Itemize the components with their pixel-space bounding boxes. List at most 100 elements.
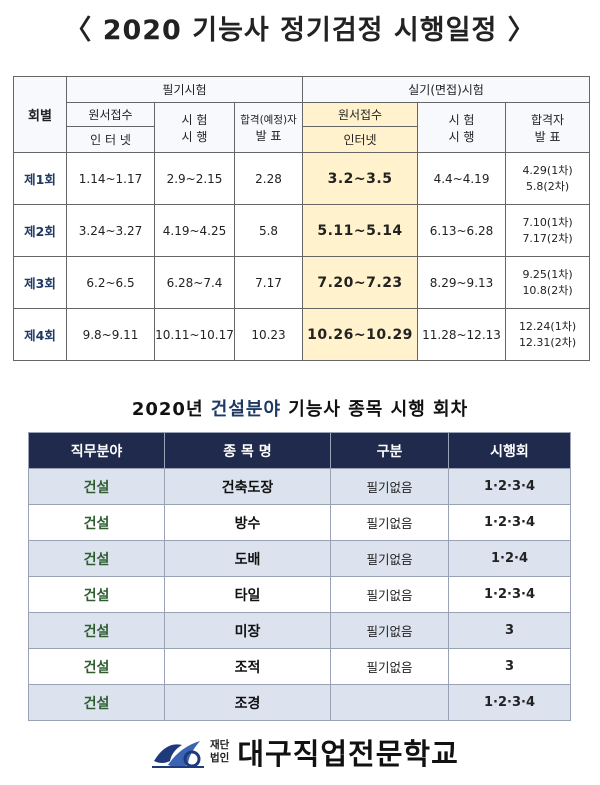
table-row: 건설 미장 필기없음 3 <box>28 612 571 649</box>
result-first: 4.29(1차) <box>522 163 573 177</box>
table-row: 제2회 3.24~3.27 4.19~4.25 5.8 5.11~5.14 6.… <box>13 204 591 257</box>
type-cell: 필기없음 <box>330 504 449 541</box>
school-name: 대구직업전문학교 <box>237 737 459 771</box>
practical-apply-cell: 7.20~7.23 <box>302 256 419 309</box>
written-exam-date-header-line1: 시 험 <box>181 112 208 127</box>
round-cell: 제4회 <box>13 308 67 361</box>
practical-apply-header: 원서접수 <box>302 102 419 127</box>
table-row: 제1회 1.14~1.17 2.9~2.15 2.28 3.2~3.5 4.4~… <box>13 152 591 205</box>
col-header-field: 직무분야 <box>28 432 165 469</box>
rounds-cell: 3 <box>448 648 571 685</box>
result-second: 10.8(2차) <box>522 283 573 297</box>
written-result-cell: 2.28 <box>233 152 304 205</box>
practical-exam-date-header-line2: 시 행 <box>448 129 475 144</box>
type-cell: 필기없음 <box>330 576 449 613</box>
practical-result-cell: 7.10(1차) 7.17(2차) <box>505 204 591 257</box>
written-apply-cell: 9.8~9.11 <box>66 308 155 361</box>
round-cell: 제2회 <box>13 204 67 257</box>
practical-exam-date-header: 시 험 시 행 <box>417 102 507 153</box>
trade-name-cell: 조적 <box>164 648 331 685</box>
practical-exam-cell: 6.13~6.28 <box>417 204 507 257</box>
practical-result-cell: 12.24(1차) 12.31(2차) <box>505 308 591 361</box>
section-title-post: 기능사 종목 시행 회차 <box>281 399 469 420</box>
field-cell: 건설 <box>28 648 165 685</box>
practical-exam-cell: 4.4~4.19 <box>417 152 507 205</box>
practical-result-header: 합격자 발 표 <box>505 102 591 153</box>
type-cell <box>330 684 449 721</box>
trade-name-cell: 타일 <box>164 576 331 613</box>
rounds-cell: 1·2·3·4 <box>448 576 571 613</box>
type-cell: 필기없음 <box>330 648 449 685</box>
result-first: 7.10(1차) <box>522 215 573 229</box>
trade-name-cell: 조경 <box>164 684 331 721</box>
foundation-label-line2: 법인 <box>210 752 230 764</box>
written-result-header-line2: 발 표 <box>255 128 282 143</box>
written-result-header: 합격(예정)자 발 표 <box>233 102 304 153</box>
rounds-cell: 1·2·3·4 <box>448 684 571 721</box>
field-cell: 건설 <box>28 540 165 577</box>
practical-apply-cell: 3.2~3.5 <box>302 152 419 205</box>
section-title-accent: 건설분야 <box>210 399 282 420</box>
col-header-name: 종 목 명 <box>164 432 331 469</box>
rounds-cell: 1·2·3·4 <box>448 504 571 541</box>
written-exam-cell: 10.11~10.17 <box>154 308 235 361</box>
col-header-type: 구분 <box>330 432 449 469</box>
type-cell: 필기없음 <box>330 540 449 577</box>
trade-name-cell: 미장 <box>164 612 331 649</box>
practical-apply-cell: 10.26~10.29 <box>302 308 419 361</box>
written-exam-header: 필기시험 <box>65 76 304 103</box>
result-second: 5.8(2차) <box>525 179 570 193</box>
section-title-pre: 2020년 <box>131 399 211 420</box>
written-exam-cell: 2.9~2.15 <box>154 152 235 205</box>
practical-exam-cell: 8.29~9.13 <box>417 256 507 309</box>
trade-name-cell: 건축도장 <box>164 468 331 505</box>
field-cell: 건설 <box>28 612 165 649</box>
field-cell: 건설 <box>28 504 165 541</box>
written-exam-cell: 4.19~4.25 <box>154 204 235 257</box>
table-row: 건설 건축도장 필기없음 1·2·3·4 <box>28 468 571 505</box>
written-apply-cell: 1.14~1.17 <box>66 152 155 205</box>
written-apply-internet-header: 인 터 넷 <box>66 126 155 153</box>
table-row: 제4회 9.8~9.11 10.11~10.17 10.23 10.26~10.… <box>13 308 591 361</box>
rounds-cell: 3 <box>448 612 571 649</box>
trade-name-cell: 도배 <box>164 540 331 577</box>
round-cell: 제1회 <box>13 152 67 205</box>
rounds-cell: 1·2·3·4 <box>448 468 571 505</box>
table-row: 제3회 6.2~6.5 6.28~7.4 7.17 7.20~7.23 8.29… <box>13 256 591 309</box>
result-second: 12.31(2차) <box>518 335 577 349</box>
page-title: 〈 2020 기능사 정기검정 시행일정 〉 <box>64 15 536 46</box>
written-exam-date-header-line2: 시 행 <box>181 129 208 144</box>
table-row: 건설 도배 필기없음 1·2·4 <box>28 540 571 577</box>
practical-apply-cell: 5.11~5.14 <box>302 204 419 257</box>
written-result-cell: 7.17 <box>233 256 304 309</box>
col-header-rounds: 시행회 <box>448 432 571 469</box>
practical-apply-internet-header: 인터넷 <box>302 126 419 153</box>
foundation-label-line1: 재단 <box>210 739 230 751</box>
practical-exam-date-header-line1: 시 험 <box>448 112 475 127</box>
field-cell: 건설 <box>28 684 165 721</box>
written-exam-cell: 6.28~7.4 <box>154 256 235 309</box>
exam-schedule-table: 회별 필기시험 실기(면접)시험 원서접수 시 험 시 행 합격(예정)자 발 … <box>13 76 591 361</box>
practical-exam-header: 실기(면접)시험 <box>302 76 591 103</box>
table-row: 건설 조경 1·2·3·4 <box>28 684 571 721</box>
section-title: 2020년 건설분야 기능사 종목 시행 회차 <box>0 395 600 421</box>
footer: 재단 법인 대구직업전문학교 <box>148 730 459 774</box>
table-row: 건설 조적 필기없음 3 <box>28 648 571 685</box>
result-second: 7.17(2차) <box>522 231 573 245</box>
written-apply-cell: 3.24~3.27 <box>66 204 155 257</box>
written-apply-cell: 6.2~6.5 <box>66 256 155 309</box>
written-result-cell: 5.8 <box>233 204 304 257</box>
type-cell: 필기없음 <box>330 612 449 649</box>
trade-name-cell: 방수 <box>164 504 331 541</box>
table-row: 건설 방수 필기없음 1·2·3·4 <box>28 504 571 541</box>
practical-result-header-line1: 합격자 <box>530 112 565 127</box>
practical-result-header-line2: 발 표 <box>534 129 561 144</box>
written-exam-date-header: 시 험 시 행 <box>154 102 235 153</box>
round-header: 회별 <box>13 76 67 153</box>
practical-result-cell: 9.25(1차) 10.8(2차) <box>505 256 591 309</box>
trade-table: 직무분야 종 목 명 구분 시행회 건설 건축도장 필기없음 1·2·3·4 건… <box>28 432 571 721</box>
field-cell: 건설 <box>28 468 165 505</box>
practical-result-cell: 4.29(1차) 5.8(2차) <box>505 152 591 205</box>
written-result-header-line1: 합격(예정)자 <box>240 113 297 126</box>
type-cell: 필기없음 <box>330 468 449 505</box>
